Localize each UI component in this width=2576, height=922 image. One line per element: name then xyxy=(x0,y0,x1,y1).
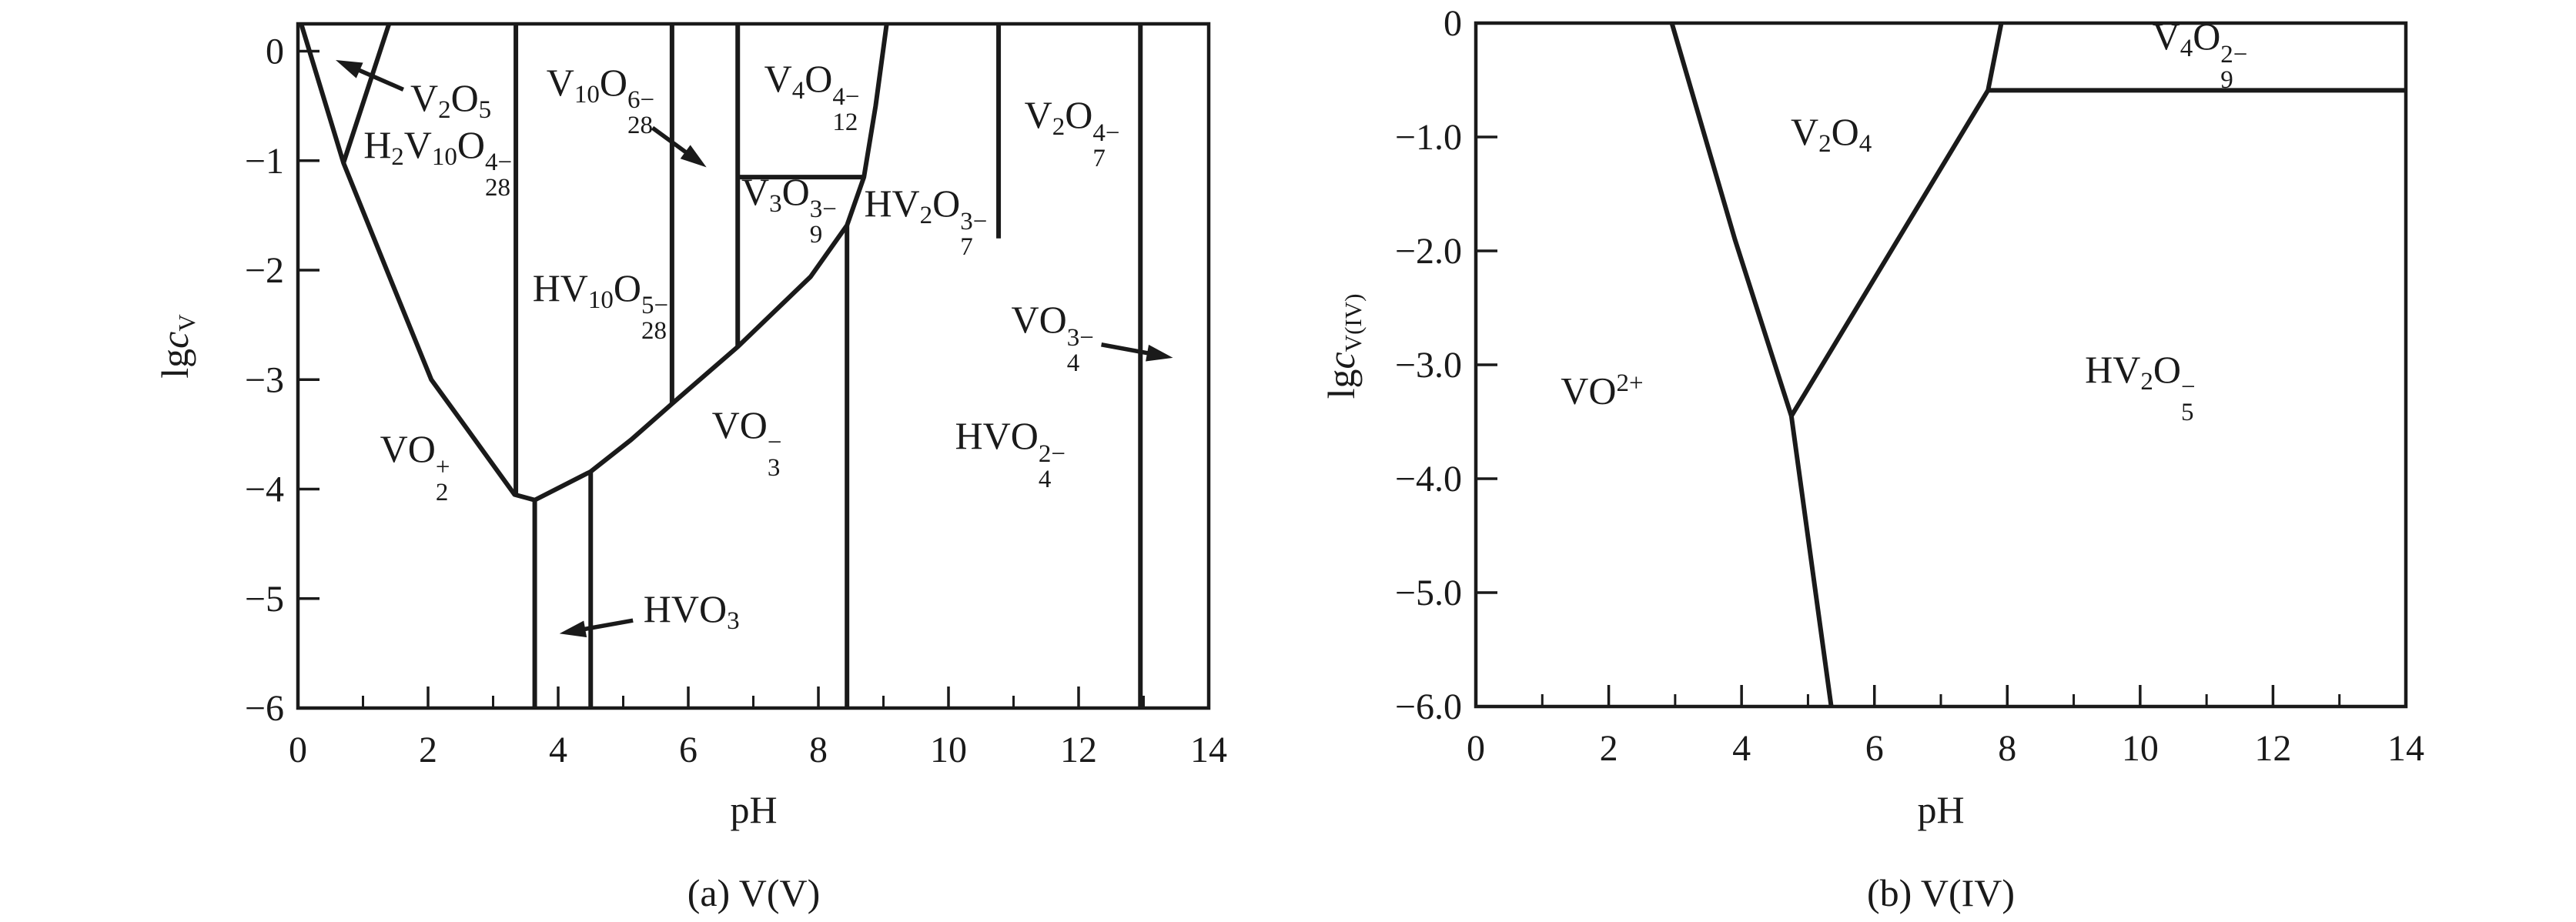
x-tick-label: 10 xyxy=(930,730,967,770)
arrow-head xyxy=(559,620,587,638)
caption-a: (a) V(V) xyxy=(687,871,821,914)
x-tick-label: 14 xyxy=(2387,728,2424,769)
arrow-line xyxy=(1101,342,1153,356)
x-tick-label: 4 xyxy=(1732,728,1751,769)
y-tick-label: −6.0 xyxy=(1395,686,1462,727)
y-tick-label: −6 xyxy=(245,688,284,729)
x-tick-label: 12 xyxy=(1060,730,1097,770)
boundary-v2o5-right-edge xyxy=(341,23,392,164)
y-tick-label: −5 xyxy=(245,579,284,620)
x-tick-label: 0 xyxy=(1467,728,1485,769)
x-tick-label: 6 xyxy=(679,730,698,770)
y-tick-label: 0 xyxy=(266,32,284,72)
y-tick-label: −2 xyxy=(245,250,284,291)
arrow-line xyxy=(579,618,634,633)
y-tick-label: −4 xyxy=(245,469,284,510)
x-tick-label: 0 xyxy=(289,730,307,770)
x-tick-label: 8 xyxy=(809,730,828,770)
plot-border xyxy=(1474,21,2408,709)
x-tick-label: 10 xyxy=(2122,728,2159,769)
y-tick-label: −3 xyxy=(245,359,284,400)
arrow-head xyxy=(680,145,707,168)
boundary-v2o4-hv2o5-divide xyxy=(1789,22,2004,418)
boundary-solubility-rise-curve xyxy=(534,23,889,503)
y-tick-label: −3.0 xyxy=(1395,345,1462,386)
y-tick-label: −2.0 xyxy=(1395,231,1462,272)
arrow-head xyxy=(1146,344,1173,362)
y-tick-label: −1 xyxy=(245,141,284,182)
arrow-head xyxy=(336,59,363,79)
y-tick-label: −5.0 xyxy=(1395,573,1462,613)
y-axis-title-b: lgcV(IV) xyxy=(1320,293,1367,399)
x-tick-label: 2 xyxy=(419,730,437,770)
boundary-vo-hv2o5-divide xyxy=(1788,416,1834,707)
x-tick-label: 4 xyxy=(549,730,567,770)
arrow-line xyxy=(353,66,404,92)
arrow-line xyxy=(651,125,691,157)
x-axis-title-b: pH xyxy=(1917,788,1965,831)
x-tick-label: 12 xyxy=(2254,728,2291,769)
y-tick-label: 0 xyxy=(1444,3,1462,44)
x-axis-title-a: pH xyxy=(730,788,778,831)
boundary-vo2-upper-boundary xyxy=(299,23,536,503)
plot-border xyxy=(296,22,1211,710)
y-axis-title-a: lgcV xyxy=(153,314,200,379)
x-tick-label: 2 xyxy=(1600,728,1618,769)
x-tick-label: 14 xyxy=(1190,730,1227,770)
y-tick-label: −4.0 xyxy=(1395,459,1462,499)
panel-(a) V(V): 0 2 4 6 8 10 12 14 0 −1 −2 −3 −4 −5 −6 xyxy=(245,22,1227,770)
y-tick-label: −1.0 xyxy=(1395,117,1462,158)
x-tick-label: 8 xyxy=(1998,728,2016,769)
x-tick-label: 6 xyxy=(1865,728,1884,769)
panel-(b) V(IV): 0 2 4 6 8 10 12 14 0 −1.0 −2.0 −3.0 −4.0 −5.0 −6.0 xyxy=(1395,3,2424,769)
caption-b: (b) V(IV) xyxy=(1866,871,2016,914)
boundary-vo-v2o4-divide xyxy=(1669,22,1794,417)
